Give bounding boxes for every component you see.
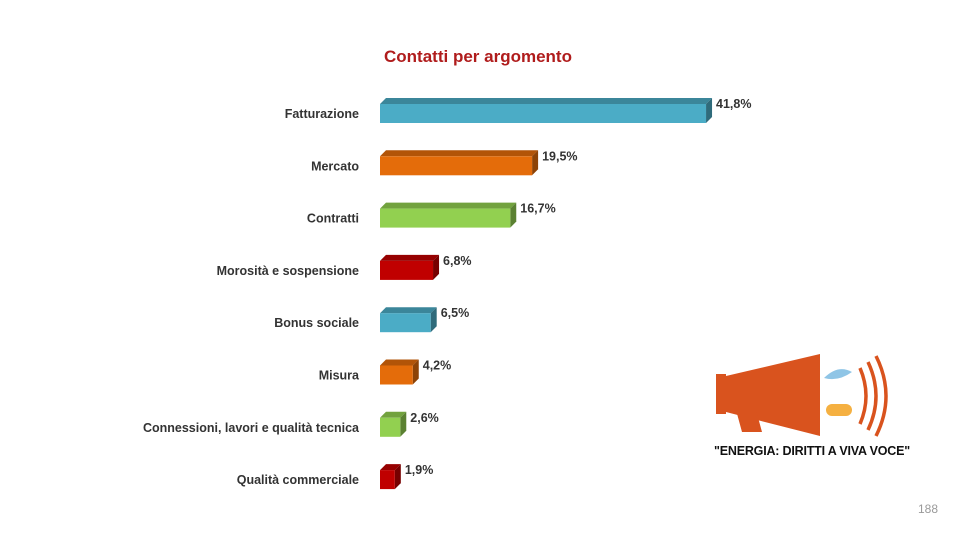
category-label: Qualità commerciale [237,473,359,487]
category-label: Bonus sociale [274,316,359,330]
bar-side-face [510,202,517,228]
bar-group: Contratti 16,7% [307,202,556,228]
bar [380,208,511,228]
page-number: 188 [917,502,938,516]
value-label: 19,5% [542,149,577,163]
bar-top-face [380,98,713,104]
category-label: Connessioni, lavori e qualità tecnica [143,421,360,435]
bar [380,156,533,176]
value-label: 16,7% [520,202,555,216]
bar [380,313,431,333]
bar-side-face [532,150,539,176]
logo-tagline: "ENERGIA: DIRITTI A VIVA VOCE" [714,444,910,458]
bar-side-face [394,464,401,490]
value-label: 4,2% [423,359,452,373]
category-label: Mercato [311,159,359,173]
category-label: Misura [319,369,360,383]
value-label: 41,8% [716,97,751,111]
bar-group: Morosità e sospensione 6,8% [217,254,472,280]
bar-group: Bonus sociale 6,5% [274,306,470,333]
bar-top-face [380,411,407,418]
energia-logo: "ENERGIA: DIRITTI A VIVA VOCE" [712,352,912,464]
bar-side-face [433,254,440,280]
bar-group: Connessioni, lavori e qualità tecnica 2,6… [143,411,439,437]
bar [380,365,413,385]
bar-top-face [380,254,440,261]
bars-layer: Fatturazione 41,8% Mercato 19,5% Contratti 16… [143,97,751,490]
bar-side-face [706,98,713,123]
bar [380,260,434,280]
bar-group: Mercato 19,5% [311,149,578,176]
bar-top-face [380,150,539,157]
megaphone-icon [716,354,888,437]
bar-top-face [380,202,517,209]
bar-top-face [380,464,401,471]
bar [380,104,707,123]
bar-side-face [412,359,419,385]
bar-group: Fatturazione 41,8% [285,97,751,123]
bar-top-face [380,307,437,314]
category-label: Contratti [307,212,359,226]
bar-top-face [380,359,419,366]
value-label: 2,6% [410,411,439,425]
bar [380,470,395,490]
bar-group: Misura 4,2% [319,359,452,385]
bar-side-face [400,411,407,437]
category-label: Fatturazione [285,107,359,121]
value-label: 6,8% [443,254,472,268]
value-label: 6,5% [441,306,470,320]
chart-title: Contatti per argomento [384,47,572,66]
bar [380,417,401,437]
category-label: Morosità e sospensione [217,264,359,278]
bar-group: Qualità commerciale 1,9% [237,463,434,490]
value-label: 1,9% [405,463,434,477]
bar-side-face [430,307,437,333]
